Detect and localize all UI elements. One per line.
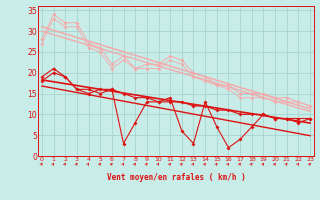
X-axis label: Vent moyen/en rafales ( km/h ): Vent moyen/en rafales ( km/h )	[107, 174, 245, 182]
